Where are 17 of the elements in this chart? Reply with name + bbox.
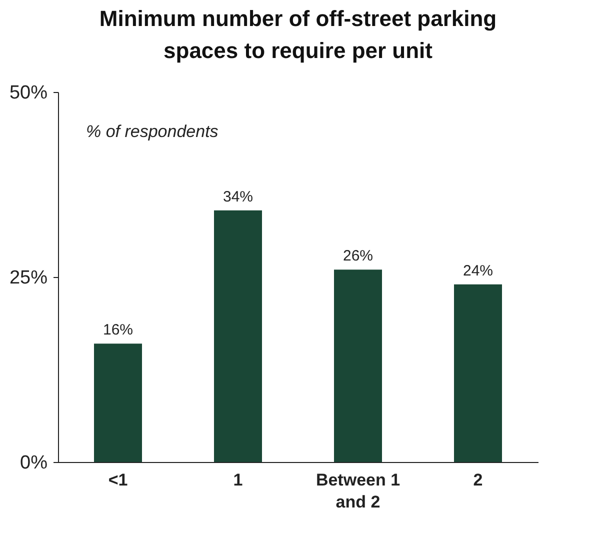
data-label: 16% [102,322,134,339]
y-tick-label: 50% [9,82,48,104]
data-label: 26% [342,248,374,265]
y-tick-label: 25% [9,268,48,288]
bar [454,284,502,462]
data-label: 24% [462,262,494,280]
x-tick-label: Between 1 and 2 [316,470,400,512]
x-tick-label: 2 [473,470,483,490]
x-tick-label: <1 [108,470,128,490]
data-label: 34% [222,188,254,206]
bar [94,344,142,462]
bar [334,270,382,462]
x-tick-label: 1 [233,470,243,490]
chart-title: Minimum number of off-street parking spaces to require per unit [99,6,497,63]
y-tick-label: 0% [20,452,48,474]
bar [214,210,262,462]
annotation: % of respondents [86,122,219,141]
